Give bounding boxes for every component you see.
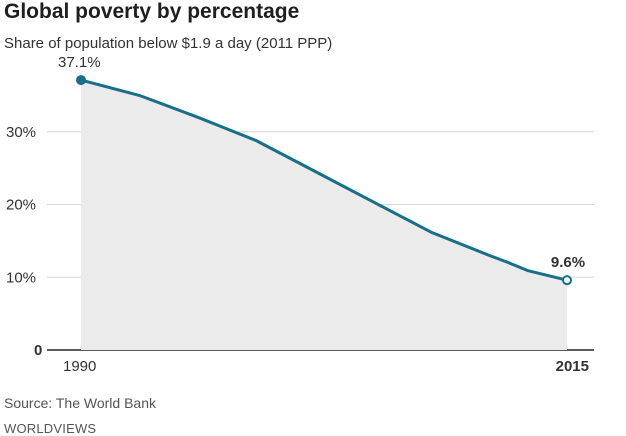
data-label-2015: 9.6% <box>551 254 585 271</box>
chart-subtitle: Share of population below $1.9 a day (20… <box>4 35 333 52</box>
data-label-1990: 37.1% <box>58 54 101 71</box>
data-point-1990 <box>76 75 86 86</box>
chart-title: Global poverty by percentage <box>4 0 300 23</box>
x-tick-label-1990: 1990 <box>63 358 96 375</box>
poverty-area-chart: 0 10% 20% 30% 1990 2015 37.1% 9.6% <box>6 54 594 375</box>
series-line <box>79 78 569 282</box>
y-tick-label-30: 30% <box>6 124 36 141</box>
brand-label: WORLDVIEWS <box>4 421 97 436</box>
x-tick-label-2015: 2015 <box>556 358 589 375</box>
source-note: Source: The World Bank <box>4 395 157 411</box>
y-tick-label-10: 10% <box>6 269 36 286</box>
y-tick-label-20: 20% <box>6 197 36 214</box>
y-tick-label-0: 0 <box>34 342 42 359</box>
axis-labels: 0 10% 20% 30% 1990 2015 <box>6 124 589 375</box>
area-fill <box>81 80 567 350</box>
data-markers: 37.1% 9.6% <box>58 54 585 286</box>
series-line-layer <box>79 78 569 282</box>
data-point-2015 <box>562 275 572 286</box>
area-fill-layer <box>81 80 567 350</box>
